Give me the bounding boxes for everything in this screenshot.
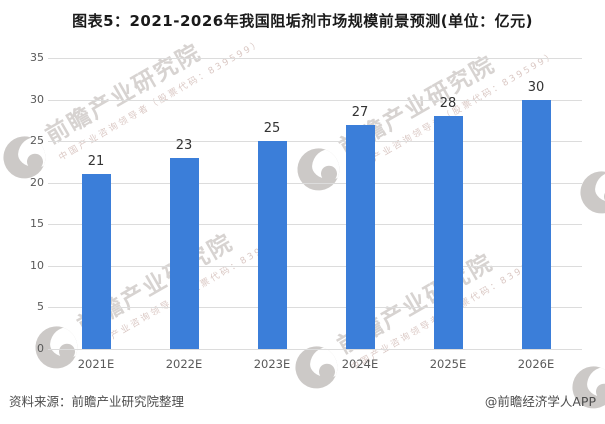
gridline — [48, 99, 582, 101]
bar-value-label: 30 — [527, 79, 545, 95]
y-axis-tick-label: 30 — [30, 92, 44, 106]
y-axis: 0 5 10 15 20 25 30 35 — [0, 40, 48, 380]
y-axis-tick-label: 15 — [30, 217, 44, 231]
bar-2021E — [81, 174, 111, 349]
bar-value-label: 28 — [439, 96, 457, 112]
y-axis-tick-label: 25 — [30, 134, 44, 148]
gridline — [48, 182, 582, 184]
bar-value-label: 21 — [87, 154, 105, 170]
bar-2023E — [257, 141, 287, 349]
y-axis-tick-label: 5 — [37, 300, 44, 314]
app-credit: @前瞻经济学人APP — [484, 394, 596, 409]
footer: 资料来源：前瞻产业研究院整理 @前瞻经济学人APP — [0, 391, 605, 410]
bar-2024E — [345, 124, 375, 349]
bar-2022E — [169, 157, 199, 349]
x-axis-tick-label: 2026E — [517, 357, 555, 371]
y-axis-tick-label: 35 — [30, 51, 44, 64]
x-axis: 2021E 2022E 2023E 2024E 2025E 2026E — [48, 349, 582, 379]
y-axis-tick-label: 10 — [30, 258, 44, 272]
x-axis-tick-label: 2025E — [429, 357, 467, 371]
y-axis-tick-label: 20 — [30, 175, 44, 189]
bar-2026E — [521, 99, 551, 349]
page-title: 图表5：2021-2026年我国阻垢剂市场规模前景预测(单位：亿元) — [72, 12, 533, 30]
source-note: 资料来源：前瞻产业研究院整理 — [9, 394, 185, 409]
y-axis-tick-label: 0 — [37, 342, 44, 355]
x-axis-tick-label: 2023E — [253, 357, 291, 371]
gridline — [48, 349, 582, 350]
x-axis-tick-label: 2024E — [341, 357, 379, 371]
gridline — [48, 58, 582, 59]
bar-value-label: 23 — [175, 137, 193, 153]
bar-2025E — [433, 116, 463, 349]
gridline — [48, 265, 582, 267]
plot-area: 21 23 25 27 28 30 — [48, 58, 582, 350]
gridline — [48, 307, 582, 309]
bar-value-label: 27 — [351, 104, 369, 120]
chart-area: 前瞻产业研究院 中国产业咨询领导者（股票代码：839599） 前瞻产业研究院 中… — [0, 38, 605, 416]
x-axis-tick-label: 2021E — [77, 357, 115, 371]
gridline — [48, 224, 582, 226]
gridline — [48, 141, 582, 143]
bar-value-label: 25 — [263, 121, 281, 137]
x-axis-tick-label: 2022E — [165, 357, 203, 371]
